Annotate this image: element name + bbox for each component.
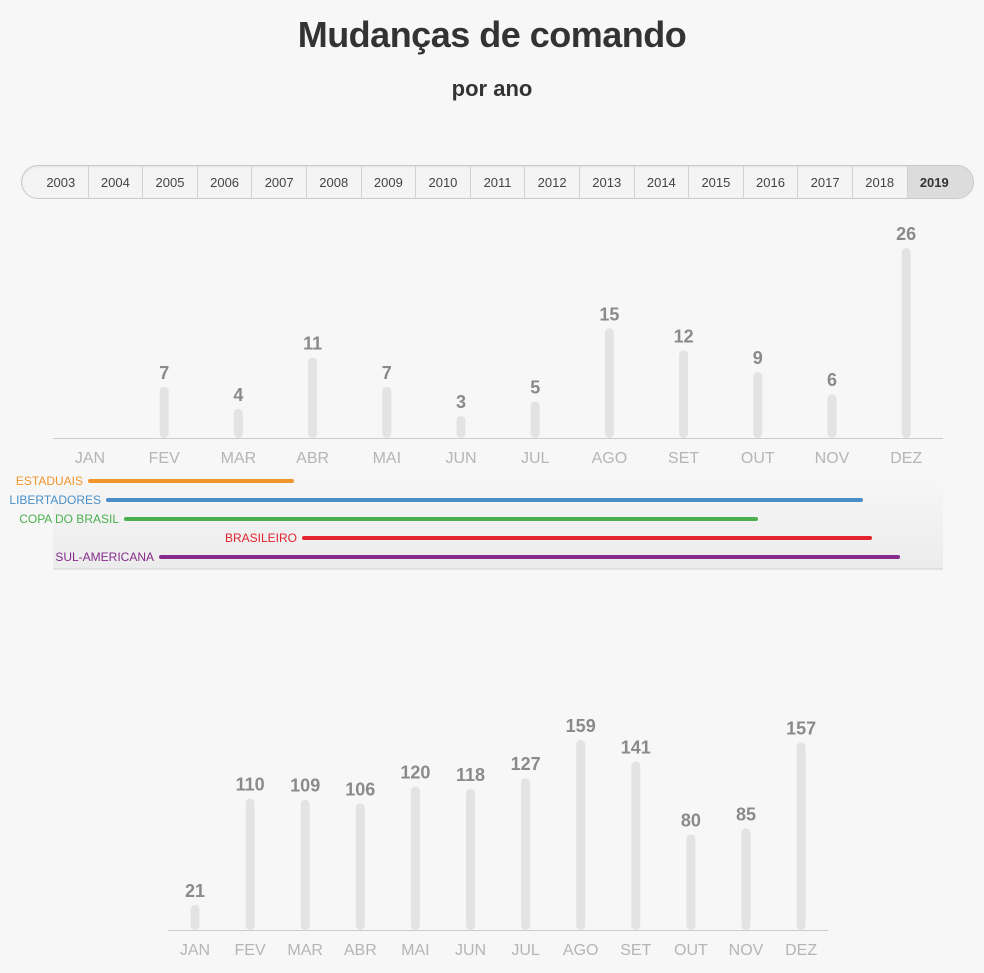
bar-nov (741, 828, 751, 930)
year-tab-2003[interactable]: 2003 (22, 166, 89, 198)
value-label-jul: 5 (530, 377, 540, 397)
month-label-fev: FEV (149, 450, 180, 467)
year-tab-2007[interactable]: 2007 (252, 166, 307, 198)
month-label-abr: ABR (296, 450, 329, 467)
month-label-mar: MAR (287, 942, 323, 959)
value-label-out: 80 (681, 810, 701, 830)
bar-out (686, 834, 696, 930)
year-tab-2008[interactable]: 2008 (307, 166, 362, 198)
year-tab-2005[interactable]: 2005 (143, 166, 198, 198)
year-tab-2006[interactable]: 2006 (198, 166, 253, 198)
competition-label-copa-do-brasil: COPA DO BRASIL (19, 512, 119, 526)
value-label-jul: 127 (511, 754, 541, 774)
bar-mar (233, 408, 243, 438)
bar-abr (308, 357, 318, 438)
month-label-out: OUT (674, 942, 708, 959)
year-selector: 2003 2004 2005 2006 2007 2008 2009 2010 2011 2012… (21, 165, 974, 199)
month-label-nov: NOV (729, 942, 764, 959)
value-label-set: 12 (674, 326, 694, 346)
month-label-set: SET (668, 450, 699, 467)
bar-jul (521, 778, 531, 930)
bar-ago (576, 740, 586, 930)
year-tab-2009[interactable]: 2009 (362, 166, 417, 198)
year-tab-2015[interactable]: 2015 (689, 166, 744, 198)
value-label-dez: 157 (786, 718, 816, 738)
value-label-abr: 11 (303, 334, 322, 354)
value-label-set: 141 (621, 738, 651, 758)
year-tab-2011[interactable]: 2011 (471, 166, 526, 198)
month-label-out: OUT (741, 450, 775, 467)
chart-subtitle: por ano (451, 76, 533, 101)
month-label-mai: MAI (373, 450, 401, 467)
value-label-mar: 109 (290, 776, 320, 796)
month-label-ago: AGO (592, 450, 628, 467)
year-tab-2016[interactable]: 2016 (744, 166, 799, 198)
competition-label-libertadores: LIBERTADORES (9, 493, 101, 507)
value-label-ago: 159 (566, 716, 596, 736)
bar-set (631, 761, 641, 930)
bar-dez (796, 742, 806, 930)
value-label-abr: 106 (345, 779, 375, 799)
bar-nov (827, 394, 837, 438)
month-label-jul: JUL (511, 942, 540, 959)
year-tab-2018[interactable]: 2018 (853, 166, 908, 198)
competition-label-sul-americana: SUL-AMERICANA (55, 550, 154, 564)
month-label-dez: DEZ (785, 942, 817, 959)
month-label-fev: FEV (235, 942, 266, 959)
month-label-jul: JUL (521, 450, 550, 467)
month-label-jan: JAN (75, 450, 105, 467)
year-tab-2014[interactable]: 2014 (635, 166, 690, 198)
month-label-abr: ABR (344, 942, 377, 959)
bar-out (753, 372, 763, 438)
bar-fev (159, 386, 169, 438)
value-label-mar: 4 (233, 385, 243, 405)
bar-mai (410, 786, 420, 930)
value-label-jun: 118 (456, 765, 485, 785)
value-label-dez: 26 (896, 224, 916, 244)
year-tab-2010[interactable]: 2010 (416, 166, 471, 198)
bar-jun (456, 416, 466, 438)
year-tab-2017[interactable]: 2017 (798, 166, 853, 198)
value-label-ago: 15 (599, 304, 619, 324)
value-label-mai: 7 (382, 363, 392, 383)
bar-jun (466, 788, 475, 930)
competition-label-estaduais: ESTADUAIS (16, 474, 83, 488)
month-label-nov: NOV (815, 450, 850, 467)
month-label-jun: JUN (455, 942, 486, 959)
value-label-jun: 3 (456, 392, 466, 412)
value-label-nov: 6 (827, 370, 837, 390)
value-label-nov: 85 (736, 804, 756, 824)
month-label-dez: DEZ (890, 450, 922, 467)
value-label-fev: 110 (236, 775, 265, 795)
bar-set (679, 350, 689, 438)
month-label-jun: JUN (445, 450, 476, 467)
competition-label-brasileiro: BRASILEIRO (225, 531, 297, 545)
bar-ago (604, 328, 614, 438)
year-tab-2019[interactable]: 2019 (907, 166, 973, 198)
bar-abr (355, 803, 365, 930)
year-tab-2004[interactable]: 2004 (89, 166, 144, 198)
month-label-ago: AGO (563, 942, 599, 959)
bar-jan (190, 904, 200, 930)
year-tab-2012[interactable]: 2012 (525, 166, 580, 198)
chart-title: Mudanças de comando (297, 14, 687, 55)
bar-dez (901, 248, 911, 438)
month-label-jan: JAN (180, 942, 210, 959)
month-label-set: SET (620, 942, 651, 959)
bar-jul (530, 401, 540, 438)
bar-mai (382, 386, 392, 438)
bar-fev (245, 798, 255, 930)
year-tab-2013[interactable]: 2013 (580, 166, 635, 198)
value-label-mai: 120 (400, 763, 430, 783)
value-label-out: 9 (753, 348, 763, 368)
value-label-jan: 21 (185, 881, 205, 901)
bar-mar (300, 799, 310, 930)
value-label-fev: 7 (159, 363, 169, 383)
month-label-mar: MAR (221, 450, 257, 467)
month-label-mai: MAI (401, 942, 429, 959)
